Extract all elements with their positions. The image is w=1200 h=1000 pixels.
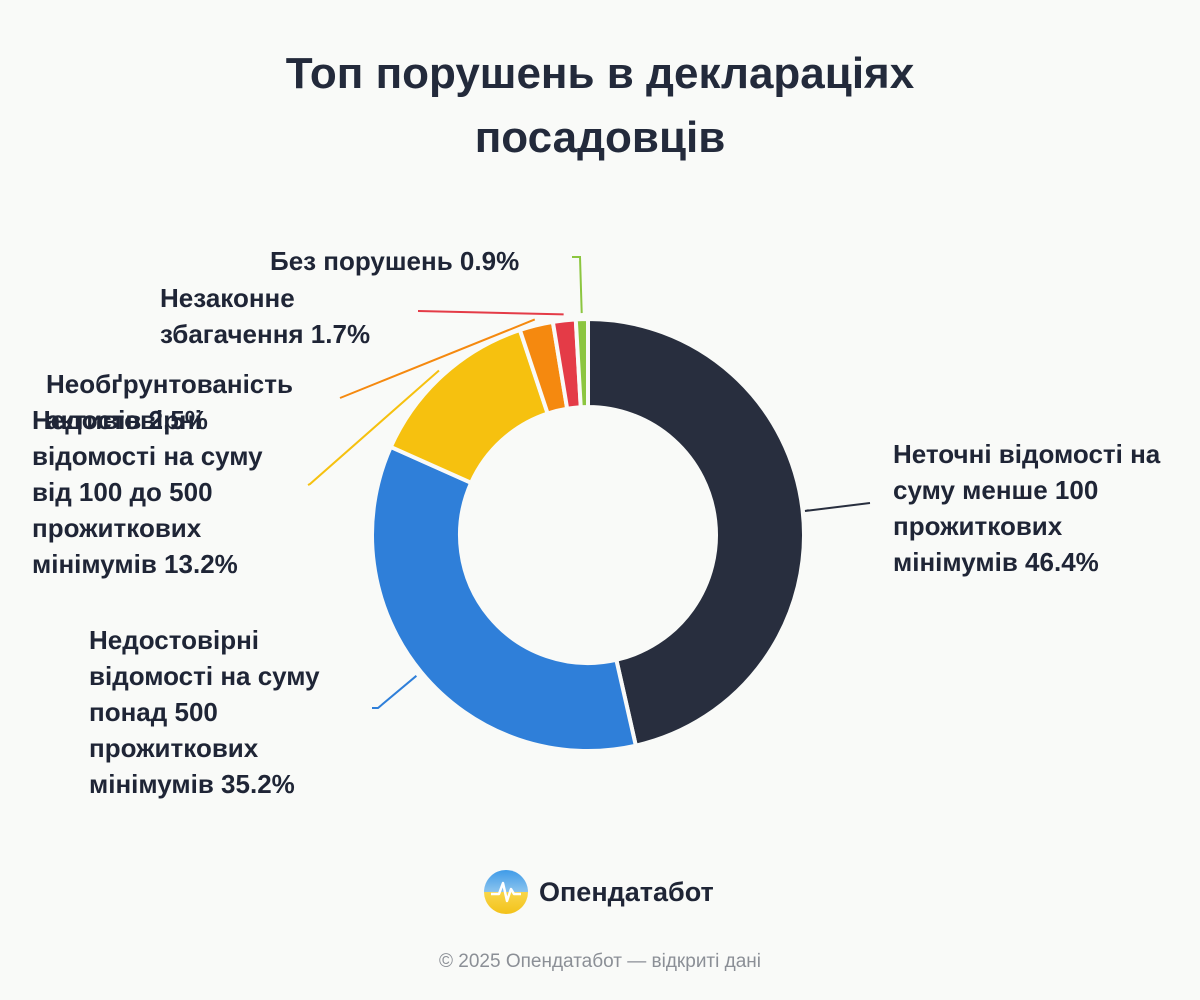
slice-inaccurate-under-100 [586,317,806,748]
leader-line-illegal-enrichment [417,310,564,316]
slice-label-no-violations: Без порушень 0.9% [270,246,520,276]
slice-label-illegal-enrichment: Незаконне збагачення 1.7% [160,283,371,349]
leader-line-inaccurate-under-100 [804,502,871,512]
slice-no-violations [573,317,590,410]
chart-title-line-2: посадовців [474,113,726,162]
opendatabot-logo-icon [484,870,528,914]
slice-unreliable-over-500 [370,444,638,753]
chart-title: Топ порушень в деклараціях посадовців [0,42,1200,170]
slice-label-inaccurate-under-100: Неточні відомості на суму менше 100 прож… [893,439,1161,577]
leader-line-unreliable-over-500 [372,675,418,709]
leader-line-unfounded-assets [339,318,536,399]
chart-title-line-1: Топ порушень в деклараціях [285,49,915,98]
slice-label-unreliable-over-500: Недостовірні відомості на суму понад 500… [89,625,320,799]
brand: Опендатабот [483,868,714,916]
slice-label-unreliable-100-500: Недостовірні відомості на суму від 100 д… [32,405,263,579]
leader-line-unreliable-100-500 [307,369,440,486]
footer-copyright: © 2025 Опендатабот — відкриті дані [439,951,761,972]
leader-line-no-violations [572,256,583,314]
brand-name: Опендатабот [539,876,714,907]
slice-label-unfounded-assets: Необґрунтованість активів 2.5% [46,369,293,435]
